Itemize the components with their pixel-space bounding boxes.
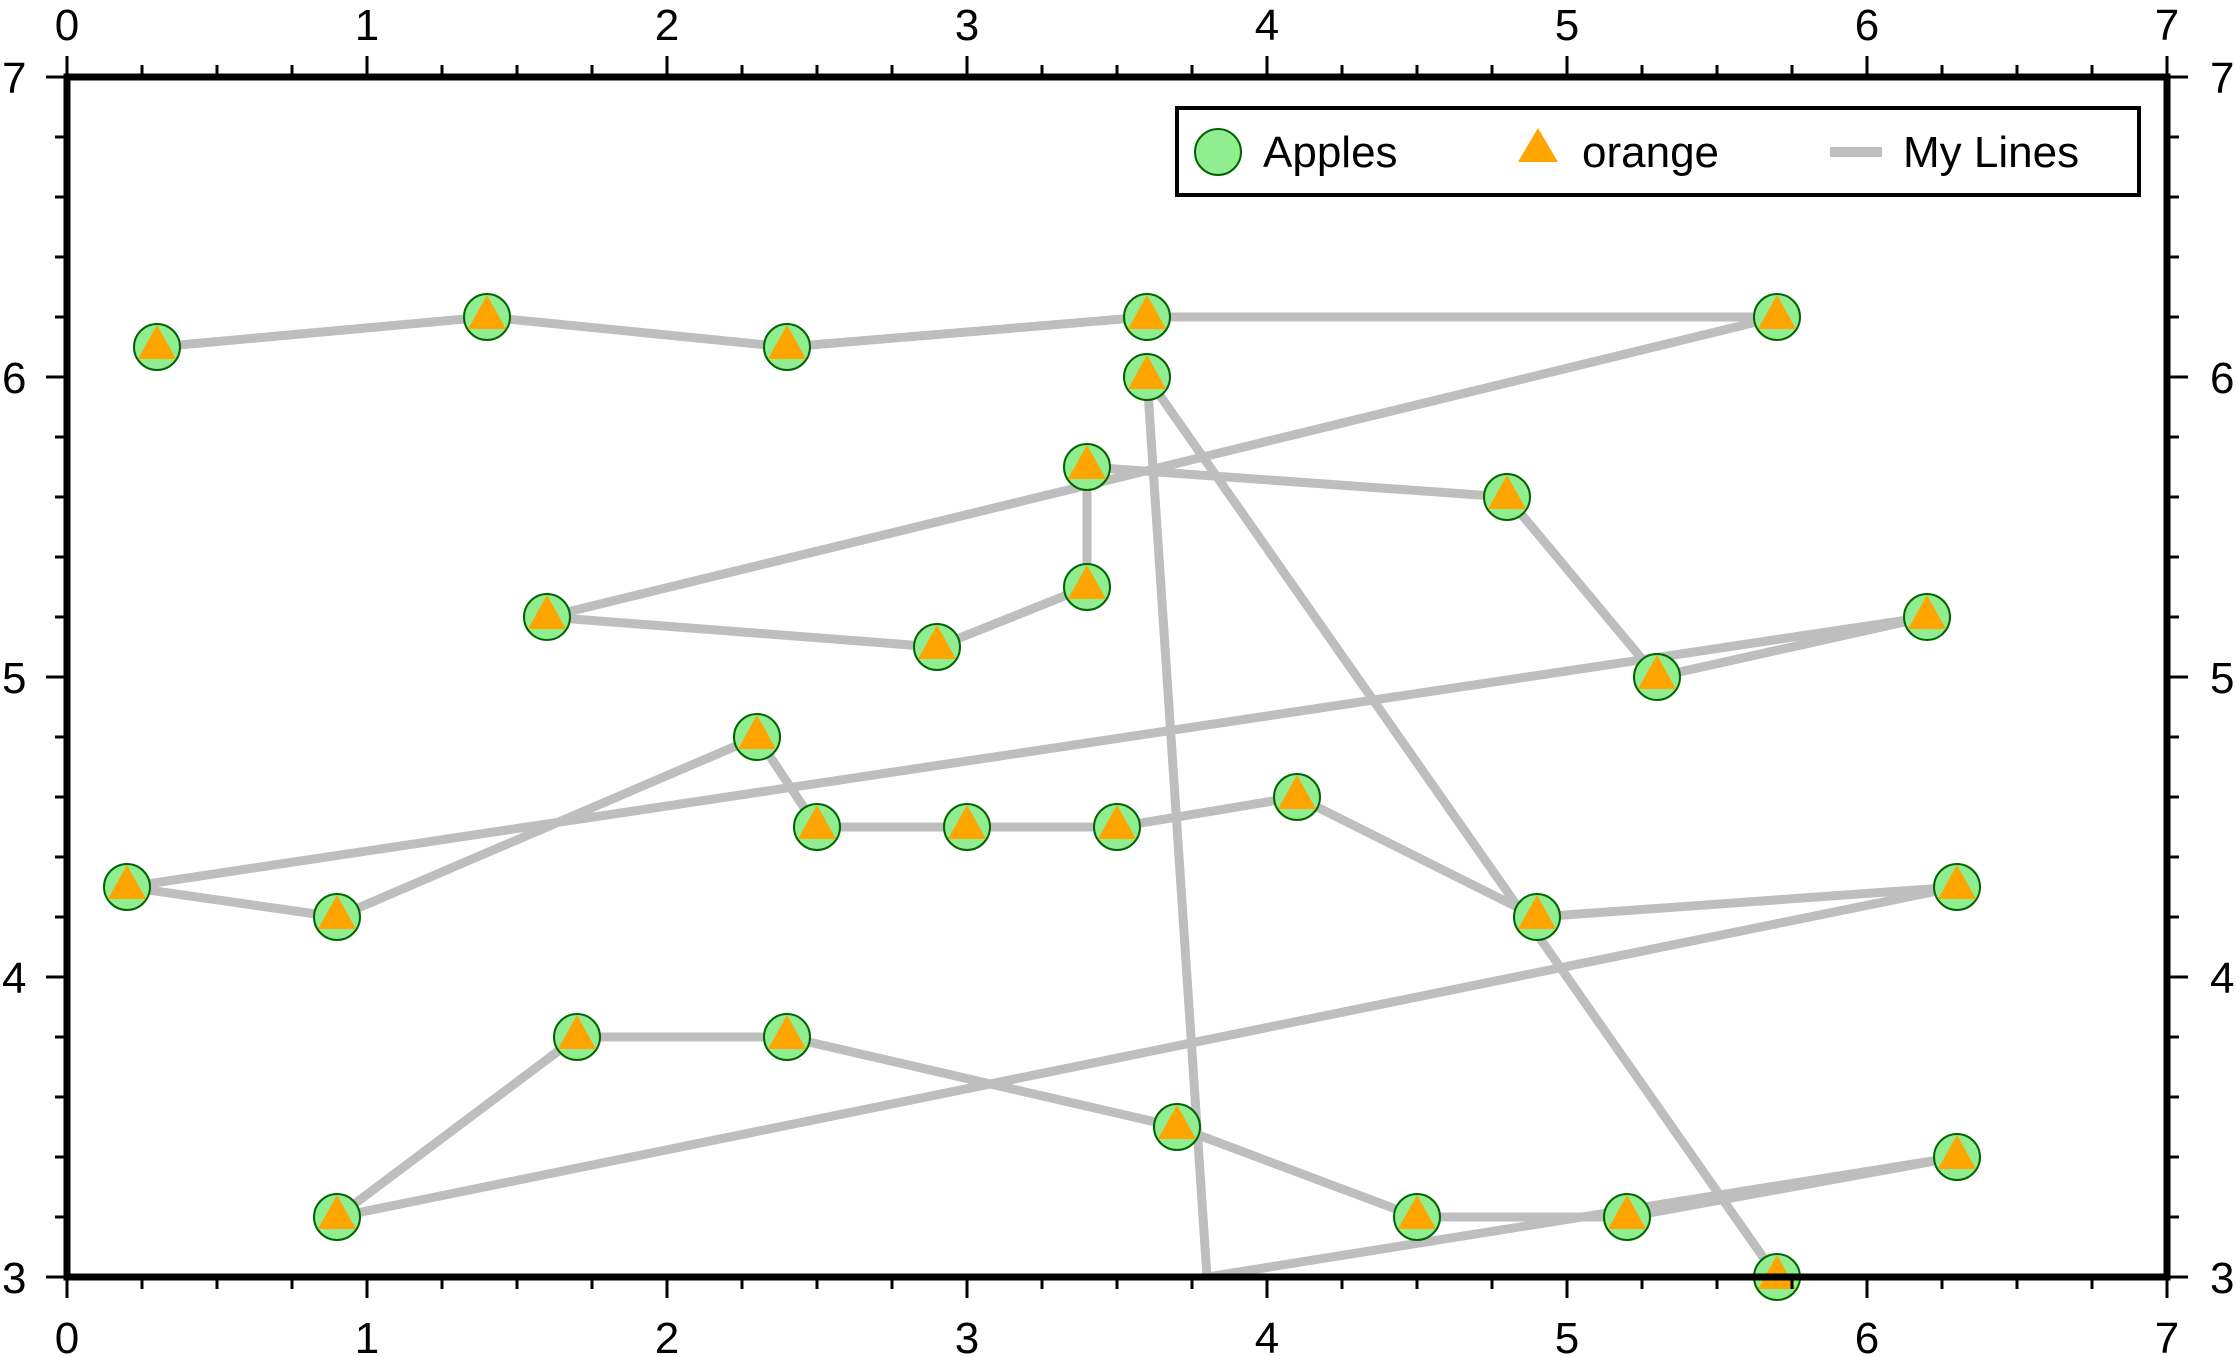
legend-orange-label: orange [1582,128,1719,177]
legend-apples-marker [1194,128,1242,176]
orange-point [1938,865,1976,899]
y-tick-label-right: 7 [2210,54,2234,103]
x-tick-label-bottom: 6 [1855,1314,1879,1357]
axis-ticks [46,56,2188,1298]
x-tick-label-bottom: 5 [1555,1314,1579,1357]
orange-point [318,895,356,929]
orange-point [1068,445,1106,479]
plot-frame [63,73,2171,1281]
x-tick-label-bottom: 3 [955,1314,979,1357]
y-tick-label-right: 3 [2210,1254,2234,1303]
series-line-my-lines [122,312,1962,1277]
orange-point [1608,1195,1646,1229]
orange-point [1638,655,1676,689]
orange-point [948,805,986,839]
orange-point [1938,1135,1976,1169]
orange-point [798,805,836,839]
x-tick-label-bottom: 2 [655,1314,679,1357]
y-tick-label-left: 5 [2,654,26,703]
x-tick-label-top: 2 [655,1,679,50]
lines-layer [122,312,1962,1277]
orange-point [318,1195,356,1229]
orange-point [1068,565,1106,599]
orange-point [768,1015,806,1049]
x-tick-label-top: 6 [1855,1,1879,50]
y-tick-label-right: 5 [2210,654,2234,703]
legend: Apples orange My Lines [1175,106,2141,197]
x-tick-label-top: 0 [55,1,79,50]
orange-point [1158,1105,1196,1139]
x-tick-label-top: 4 [1255,1,1279,50]
x-tick-label-top: 1 [355,1,379,50]
orange-point [1758,295,1796,329]
y-tick-label-right: 4 [2210,954,2234,1003]
orange-point [138,325,176,359]
legend-box [1175,106,2141,197]
orange-point [1128,295,1166,329]
y-tick-label-left: 6 [2,354,26,403]
x-tick-label-top: 5 [1555,1,1579,50]
orange-point [1518,895,1556,929]
x-tick-label-bottom: 1 [355,1314,379,1357]
x-tick-label-bottom: 0 [55,1314,79,1357]
x-tick-label-top: 3 [955,1,979,50]
legend-apples-label: Apples [1263,128,1398,177]
orange-point [468,295,506,329]
legend-lines-label: My Lines [1903,128,2079,177]
orange-point [1398,1195,1436,1229]
x-tick-label-bottom: 7 [2155,1314,2179,1357]
x-tick-label-top: 7 [2155,1,2179,50]
orange-point [108,865,146,899]
orange-point [528,595,566,629]
y-tick-label-left: 7 [2,54,26,103]
y-tick-label-left: 3 [2,1254,26,1303]
orange-point [1488,475,1526,509]
orange-point [738,715,776,749]
legend-orange-marker [1518,128,1558,162]
y-tick-label-left: 4 [2,954,26,1003]
x-tick-label-bottom: 4 [1255,1314,1279,1357]
orange-point [1278,775,1316,809]
y-tick-label-right: 6 [2210,354,2234,403]
orange-point [1128,355,1166,389]
orange-point [918,625,956,659]
orange-point [1908,595,1946,629]
orange-point [558,1015,596,1049]
markers-layer [103,293,1981,1301]
orange-point [1098,805,1136,839]
orange-point [768,325,806,359]
